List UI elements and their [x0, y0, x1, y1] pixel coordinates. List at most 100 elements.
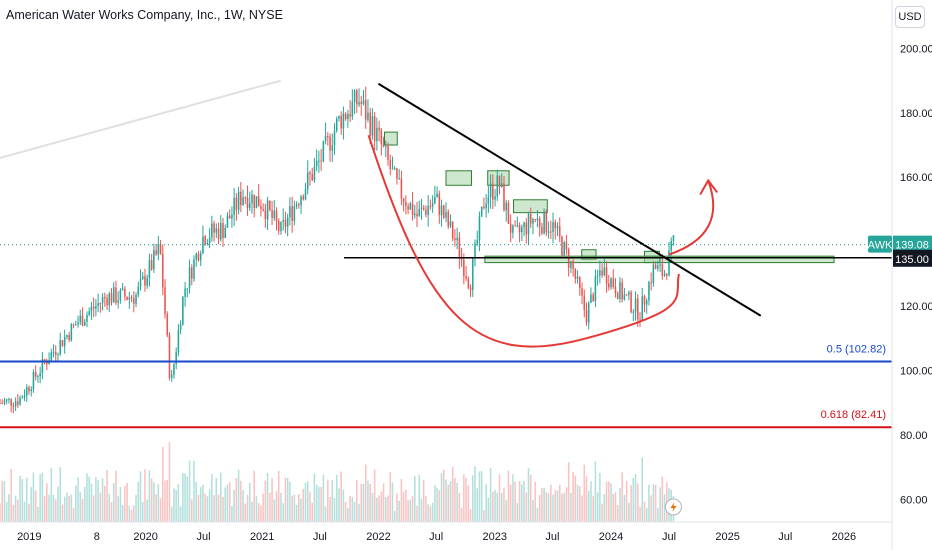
volume-bar — [449, 481, 452, 522]
candle-body — [233, 197, 235, 215]
candle-body — [344, 113, 347, 120]
volume-bar — [157, 484, 160, 522]
candle-body — [641, 296, 644, 321]
volume-bar — [335, 474, 338, 522]
candle-body — [255, 196, 258, 209]
volume-bar — [108, 493, 111, 522]
candle-body — [46, 361, 48, 365]
volume-bar — [527, 467, 530, 522]
candle-body — [360, 101, 363, 105]
candle-body — [119, 289, 122, 301]
volume-bar — [485, 483, 487, 522]
volume-bar — [376, 497, 378, 522]
cup-arc — [367, 135, 680, 348]
candle-body — [37, 376, 39, 378]
volume-bar — [344, 502, 347, 522]
fib-label: 0.618 (82.41) — [821, 409, 886, 421]
volume-bar — [331, 480, 334, 522]
volume-bar — [434, 485, 436, 522]
volume-bar — [260, 505, 262, 522]
volume-bar — [554, 490, 557, 522]
volume-bar — [144, 469, 146, 522]
candle-body — [75, 324, 77, 326]
candle-body — [445, 211, 447, 218]
volume-bar — [23, 501, 26, 522]
candle-body — [503, 183, 505, 211]
volume-bar — [37, 506, 39, 522]
volume-bar — [460, 507, 463, 522]
candle-body — [54, 351, 57, 355]
candle-body — [576, 276, 579, 279]
volume-bar — [396, 493, 398, 522]
currency-button[interactable]: USD — [895, 6, 925, 28]
volume-bar — [72, 507, 75, 522]
candle-body — [86, 314, 88, 322]
x-tick-label: 8 — [94, 531, 100, 543]
candle-body — [99, 303, 102, 305]
candle-body — [204, 236, 206, 245]
volume-bar — [583, 464, 586, 522]
candle-body — [175, 351, 177, 365]
volume-bar — [608, 481, 610, 522]
volume-bar — [246, 494, 249, 522]
volume-bar — [188, 460, 191, 522]
volume-bar — [483, 510, 485, 522]
volume-bar — [391, 482, 394, 522]
candle-body — [500, 183, 503, 187]
volume-bar — [603, 494, 606, 522]
volume-bar — [420, 498, 423, 522]
volume-bar — [592, 496, 594, 522]
candle-body — [583, 295, 586, 311]
volume-bar — [300, 498, 302, 522]
x-tick-label: 2025 — [715, 531, 739, 543]
volume-bar — [266, 473, 269, 522]
candle-body — [483, 206, 485, 209]
volume-bar — [75, 485, 77, 522]
volume-bar — [1, 480, 4, 522]
volume-bar — [213, 495, 215, 522]
candle-body — [50, 352, 53, 361]
volume-bar — [545, 492, 548, 522]
candle-body — [485, 203, 487, 209]
candle-body — [170, 374, 173, 378]
volume-bar — [411, 496, 414, 522]
candle-body — [275, 210, 278, 222]
candle-body — [184, 288, 186, 297]
volume-bar — [500, 492, 503, 522]
volume-bar — [456, 482, 458, 522]
volume-bar — [39, 474, 41, 522]
candle-body — [324, 135, 327, 141]
candle-body — [199, 253, 202, 261]
candle-body — [476, 240, 479, 244]
candle-body — [92, 306, 95, 309]
volume-bar — [222, 496, 224, 522]
candle-body — [195, 253, 198, 260]
candle-body — [400, 178, 403, 199]
candle-body — [556, 226, 559, 229]
candle-body — [133, 298, 135, 304]
candle-body — [523, 222, 525, 228]
volume-bar — [518, 481, 521, 522]
candle-body — [202, 236, 204, 254]
candle-body — [12, 405, 15, 407]
chart-title: American Water Works Company, Inc., 1W, … — [6, 8, 283, 22]
candle-body — [244, 197, 247, 199]
volume-bar — [356, 480, 358, 522]
candle-body — [159, 244, 162, 254]
volume-bar — [242, 490, 244, 522]
volume-bar — [498, 474, 501, 522]
candle-body — [547, 231, 550, 233]
candle-body — [657, 265, 659, 269]
x-tick-label: 2024 — [599, 531, 623, 543]
volume-bar — [440, 473, 443, 522]
volume-bar — [88, 476, 90, 522]
candle-body — [231, 214, 233, 219]
y-tick-label: 180.00 — [900, 108, 932, 120]
volume-bar — [659, 487, 661, 522]
candle-body — [211, 223, 213, 238]
volume-bar — [650, 495, 652, 522]
candle-body — [516, 225, 519, 227]
volume-bar — [175, 490, 177, 522]
candle-body — [630, 292, 632, 313]
